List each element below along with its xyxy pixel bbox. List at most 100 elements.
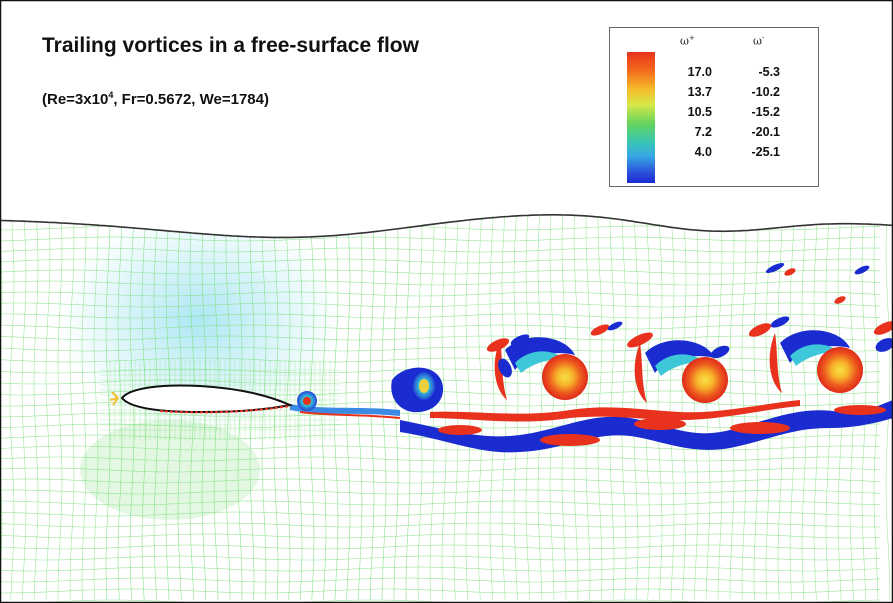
mesh-line [837, 214, 843, 601]
mesh-line [477, 214, 483, 601]
mesh-line [801, 214, 807, 601]
mesh-line [0, 511, 881, 517]
mesh-line [69, 214, 75, 600]
mesh-line [633, 214, 639, 601]
mesh-line [0, 302, 881, 308]
mesh-line [0, 489, 881, 495]
mesh-line [0, 478, 881, 484]
mesh-line [0, 522, 881, 528]
negative-vortex-fragment [875, 338, 893, 352]
flow-parameters: (Re=3x104, Fr=0.5672, We=1784) [42, 90, 269, 108]
mesh-line [453, 214, 459, 601]
mesh-line [681, 214, 687, 601]
negative-vortex-fragment [854, 265, 870, 275]
mesh-line [0, 445, 881, 451]
mesh-line [585, 214, 591, 601]
mesh-line [0, 269, 881, 275]
positive-vortex [682, 357, 728, 403]
mesh-line [0, 258, 881, 264]
legend-value-neg: -25.1 [751, 145, 781, 159]
mesh-line [885, 214, 891, 601]
positive-vortex-fragment [590, 324, 610, 336]
computational-mesh [0, 214, 891, 603]
mesh-line [57, 214, 63, 601]
vortex-core [419, 379, 429, 393]
negative-vortex-fragment [510, 334, 530, 346]
mesh-line [45, 214, 51, 601]
mesh-line [549, 214, 555, 601]
shear-layer [299, 411, 401, 419]
mesh-line [0, 214, 3, 601]
legend-header-negative: ω- [753, 34, 765, 48]
mesh-line [0, 533, 881, 539]
positive-vortex-fragment [834, 296, 846, 304]
positive-vortex-patch [634, 418, 686, 430]
negative-vortex-fragment [498, 358, 512, 378]
mesh-line [0, 324, 881, 330]
mesh-line [0, 291, 881, 297]
mesh-line [573, 214, 579, 601]
mesh-line [381, 214, 387, 601]
positive-vortex-streak [430, 400, 800, 422]
mesh-line [369, 214, 375, 601]
mesh-line [0, 247, 880, 253]
mesh-line [513, 214, 519, 601]
positive-vortex-fragment [784, 268, 796, 276]
positive-vortex-fragment [486, 338, 510, 352]
mesh-line [0, 577, 881, 583]
mesh-line [597, 214, 603, 601]
figure-title: Trailing vortices in a free-surface flow [42, 34, 419, 57]
mesh-line [729, 214, 735, 601]
vortex-street [290, 262, 893, 453]
legend-value-neg: -20.1 [751, 125, 781, 139]
mesh-line [621, 214, 627, 601]
mesh-line [501, 214, 507, 601]
mesh-line [537, 214, 543, 601]
legend-value-pos: 13.7 [687, 85, 712, 99]
mesh-line [0, 467, 881, 473]
mesh-line [0, 335, 881, 341]
mesh-line [0, 313, 881, 319]
mesh-line [345, 214, 351, 601]
legend-value-neg: -10.2 [751, 85, 781, 99]
positive-vortex-patch [540, 434, 600, 446]
positive-vortex [542, 354, 588, 400]
legend-value-pos: 7.2 [694, 125, 712, 139]
mesh-line [33, 214, 39, 601]
mesh-line [741, 214, 747, 601]
mesh-line [825, 214, 831, 601]
mesh-line [465, 214, 471, 601]
mesh-line [0, 544, 881, 550]
legend-value-pos: 17.0 [687, 65, 712, 79]
mesh-line [0, 346, 881, 352]
vortex-edge [515, 351, 565, 373]
mesh-line [357, 214, 363, 601]
positive-vortex-streak [634, 343, 647, 403]
negative-vortex-fragment [710, 345, 730, 359]
positive-vortex-fragment [748, 323, 772, 337]
color-scale-bar [627, 52, 655, 183]
mesh-line [0, 236, 881, 242]
mesh-line [0, 280, 881, 286]
mesh-line [81, 214, 87, 601]
positive-vortex-patch [438, 425, 482, 435]
mesh-line [813, 214, 819, 601]
positive-vortex-fragment [627, 332, 653, 348]
mesh-line [0, 555, 881, 561]
vortex-edge [790, 344, 840, 366]
mesh-line [441, 214, 447, 601]
hydrofoil [109, 384, 294, 414]
mesh-line [669, 214, 675, 601]
legend-value-pos: 10.5 [687, 105, 712, 119]
mesh-line [873, 214, 879, 601]
legend-header-positive: ω+ [680, 34, 695, 48]
mesh-line [849, 214, 855, 601]
positive-vortex-patch [730, 422, 790, 434]
negative-vortex-fragment [765, 262, 785, 274]
mesh-line [489, 214, 495, 601]
mesh-line [657, 214, 663, 601]
mesh-line [0, 357, 881, 363]
